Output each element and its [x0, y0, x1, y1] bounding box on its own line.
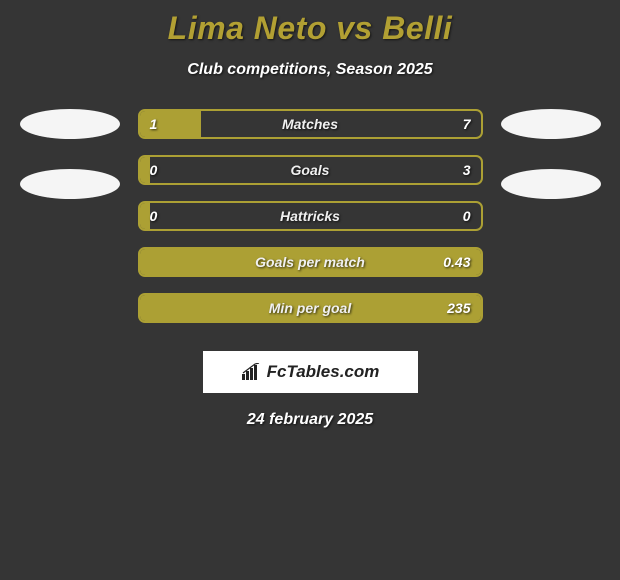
- bar-left-value: 1: [150, 116, 158, 132]
- stat-bar: 0 Hattricks 0: [138, 201, 483, 231]
- right-ellipse: [501, 109, 601, 139]
- bar-right-value: 7: [463, 116, 471, 132]
- bar-label: Matches: [282, 116, 338, 132]
- bar-label: Goals: [291, 162, 330, 178]
- stat-bar: 1 Matches 7: [138, 109, 483, 139]
- bar-label: Goals per match: [255, 254, 365, 270]
- logo-box: FcTables.com: [203, 351, 418, 393]
- stat-bar: Min per goal 235: [138, 293, 483, 323]
- left-ellipse: [20, 109, 120, 139]
- bar-right-value: 3: [463, 162, 471, 178]
- page-title: Lima Neto vs Belli: [0, 10, 620, 47]
- bar-right-value: 235: [447, 300, 470, 316]
- bar-fill: [140, 157, 150, 183]
- stats-area: 1 Matches 7 0 Goals 3 0 Hattricks 0 Goals per mat…: [0, 109, 620, 323]
- bar-left-value: 0: [150, 162, 158, 178]
- bar-right-value: 0: [463, 208, 471, 224]
- right-ellipse: [501, 169, 601, 199]
- stat-bar: 0 Goals 3: [138, 155, 483, 185]
- subtitle: Club competitions, Season 2025: [0, 61, 620, 79]
- right-ellipse-col: [501, 109, 601, 199]
- bar-label: Hattricks: [280, 208, 340, 224]
- bar-right-value: 0.43: [443, 254, 470, 270]
- bar-fill: [140, 203, 150, 229]
- stat-bar: Goals per match 0.43: [138, 247, 483, 277]
- logo-text: FcTables.com: [267, 362, 380, 382]
- left-ellipse-col: [20, 109, 120, 199]
- bar-label: Min per goal: [269, 300, 351, 316]
- date-text: 24 february 2025: [0, 411, 620, 429]
- stat-bars: 1 Matches 7 0 Goals 3 0 Hattricks 0 Goals per mat…: [138, 109, 483, 323]
- chart-bars-icon: [241, 363, 263, 381]
- left-ellipse: [20, 169, 120, 199]
- bar-left-value: 0: [150, 208, 158, 224]
